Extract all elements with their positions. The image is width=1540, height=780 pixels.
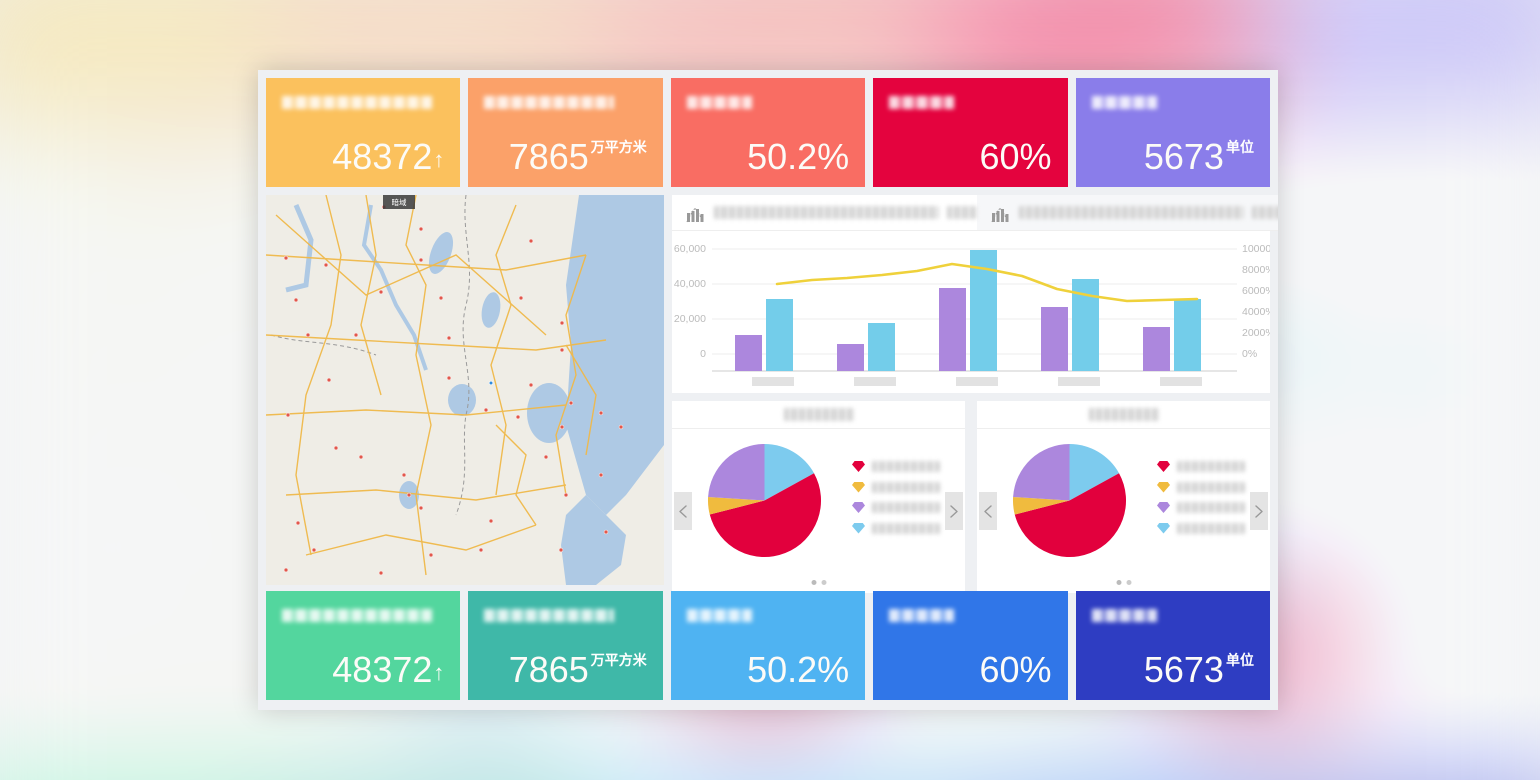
svg-text:暗域: 暗域 bbox=[392, 197, 407, 207]
svg-text:10000%: 10000% bbox=[1535, 209, 1540, 228]
svg-text:4000%: 4000% bbox=[1535, 312, 1540, 331]
svg-text:4000%: 4000% bbox=[1242, 306, 1270, 318]
svg-text:10000%: 10000% bbox=[1242, 243, 1270, 255]
svg-text:0%: 0% bbox=[1535, 380, 1540, 399]
svg-text:40,000: 40,000 bbox=[674, 278, 706, 290]
svg-text:8000%: 8000% bbox=[1535, 243, 1540, 262]
svg-text:8000%: 8000% bbox=[1242, 264, 1270, 276]
svg-text:60,000: 60,000 bbox=[674, 243, 706, 255]
svg-text:2000%: 2000% bbox=[1535, 346, 1540, 365]
svg-text:6000%: 6000% bbox=[1242, 285, 1270, 297]
svg-text:0%: 0% bbox=[1242, 348, 1257, 360]
svg-text:暗域: 暗域 bbox=[157, 136, 181, 151]
svg-text:6000%: 6000% bbox=[1535, 278, 1540, 297]
svg-text:0: 0 bbox=[700, 348, 706, 360]
svg-text:20,000: 20,000 bbox=[674, 313, 706, 325]
svg-text:2000%: 2000% bbox=[1242, 327, 1270, 339]
